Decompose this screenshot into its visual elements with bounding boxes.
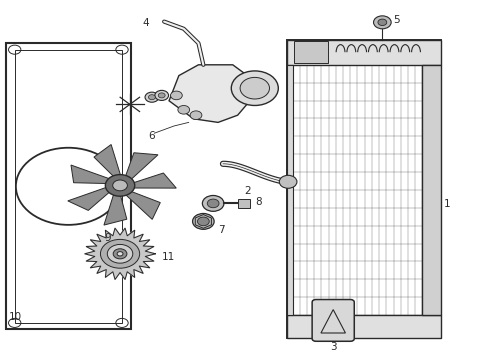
Text: 3: 3 xyxy=(330,342,337,352)
Text: 7: 7 xyxy=(218,225,225,235)
Circle shape xyxy=(113,249,127,259)
Circle shape xyxy=(113,180,127,191)
Circle shape xyxy=(231,71,278,105)
Circle shape xyxy=(107,244,133,263)
Circle shape xyxy=(145,92,159,102)
Text: 10: 10 xyxy=(8,312,22,323)
Circle shape xyxy=(202,195,224,211)
Circle shape xyxy=(279,175,297,188)
Circle shape xyxy=(190,111,202,120)
Text: 8: 8 xyxy=(255,197,262,207)
Bar xyxy=(287,315,441,338)
Circle shape xyxy=(158,93,165,98)
Circle shape xyxy=(100,239,140,268)
FancyBboxPatch shape xyxy=(312,300,354,341)
Bar xyxy=(287,65,293,315)
Circle shape xyxy=(148,95,155,100)
Circle shape xyxy=(373,16,391,29)
Polygon shape xyxy=(71,165,110,184)
Circle shape xyxy=(240,77,270,99)
Text: 9: 9 xyxy=(104,233,111,243)
Circle shape xyxy=(105,175,135,196)
Text: 2: 2 xyxy=(244,186,251,197)
Text: 11: 11 xyxy=(162,252,175,262)
Bar xyxy=(287,40,441,338)
Polygon shape xyxy=(125,153,158,179)
Bar xyxy=(294,41,328,63)
Bar xyxy=(287,40,441,65)
Bar xyxy=(422,65,441,315)
Circle shape xyxy=(155,90,169,100)
Circle shape xyxy=(178,105,190,114)
Circle shape xyxy=(207,199,219,208)
Circle shape xyxy=(197,217,209,226)
Text: 5: 5 xyxy=(393,15,400,25)
Polygon shape xyxy=(68,187,110,210)
Circle shape xyxy=(117,252,123,256)
Text: 4: 4 xyxy=(142,18,149,28)
Polygon shape xyxy=(85,228,155,279)
Polygon shape xyxy=(94,144,121,176)
Bar xyxy=(15,50,122,323)
Circle shape xyxy=(193,213,214,229)
Circle shape xyxy=(171,91,182,100)
Polygon shape xyxy=(104,194,127,225)
Polygon shape xyxy=(169,65,250,122)
Circle shape xyxy=(378,19,387,26)
Polygon shape xyxy=(125,192,160,219)
Text: 6: 6 xyxy=(148,131,155,141)
Bar xyxy=(6,43,131,329)
Text: 1: 1 xyxy=(443,199,450,209)
Bar xyxy=(238,199,250,208)
Polygon shape xyxy=(133,173,176,188)
